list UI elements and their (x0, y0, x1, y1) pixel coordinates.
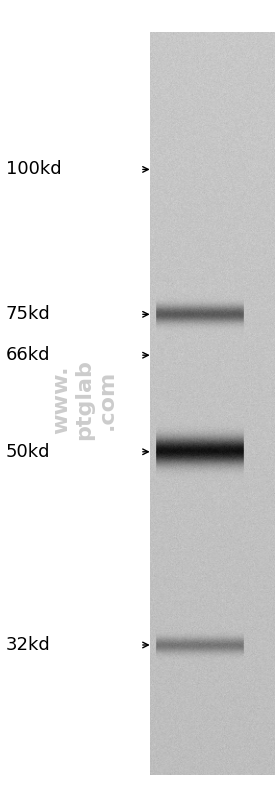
Text: 32kd: 32kd (6, 636, 50, 654)
Text: 50kd: 50kd (6, 443, 50, 461)
Text: 75kd: 75kd (6, 305, 50, 324)
Text: 100kd: 100kd (6, 161, 61, 178)
Text: www.
ptglab
.com: www. ptglab .com (51, 359, 117, 440)
Text: 66kd: 66kd (6, 346, 50, 364)
